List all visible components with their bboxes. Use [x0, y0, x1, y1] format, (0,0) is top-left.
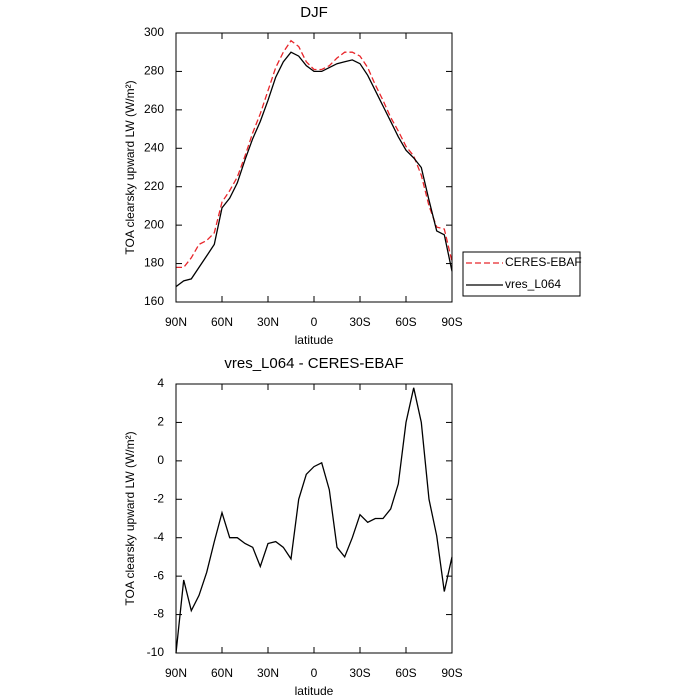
x-tick-label: 60S — [395, 666, 416, 680]
chart-title: vres_L064 - CERES-EBAF — [224, 355, 403, 372]
y-tick-label: 260 — [144, 102, 164, 116]
plot-frame — [175, 383, 453, 654]
data-line — [175, 51, 453, 288]
y-tick-label: 240 — [144, 140, 164, 154]
x-tick-label: 90S — [441, 666, 462, 680]
y-tick-label: 200 — [144, 217, 164, 231]
y-tick-label: -8 — [153, 607, 164, 621]
x-axis-label: latitude — [295, 333, 334, 347]
x-tick-label: 60S — [395, 315, 416, 329]
x-tick-label: 90S — [441, 315, 462, 329]
y-tick-label: -6 — [153, 568, 164, 582]
y-tick-label: -4 — [153, 530, 164, 544]
y-tick-label: 280 — [144, 64, 164, 78]
legend-label: vres_L064 — [505, 277, 561, 291]
x-axis-label: latitude — [295, 684, 334, 698]
y-tick-label: 220 — [144, 179, 164, 193]
x-tick-label: 90N — [165, 666, 187, 680]
legend-label: CERES-EBAF — [505, 255, 582, 269]
legend-box — [462, 251, 581, 297]
y-tick-label: -10 — [147, 645, 165, 659]
y-axis-label: TOA clearsky upward LW (W/m²) — [123, 431, 137, 605]
x-tick-label: 30N — [257, 666, 279, 680]
x-tick-label: 30S — [349, 666, 370, 680]
y-tick-label: -2 — [153, 491, 164, 505]
plot-frame — [175, 32, 453, 303]
x-tick-label: 30N — [257, 315, 279, 329]
chart-title: DJF — [300, 4, 328, 21]
y-axis-label: TOA clearsky upward LW (W/m²) — [123, 80, 137, 254]
y-tick-label: 300 — [144, 25, 164, 39]
y-tick-label: 4 — [157, 376, 164, 390]
x-tick-label: 0 — [311, 315, 318, 329]
y-tick-label: 0 — [157, 453, 164, 467]
y-tick-label: 2 — [157, 415, 164, 429]
x-tick-label: 60N — [211, 315, 233, 329]
x-tick-label: 0 — [311, 666, 318, 680]
data-line — [176, 39, 453, 269]
x-tick-label: 60N — [211, 666, 233, 680]
data-line — [175, 387, 453, 654]
y-tick-label: 160 — [144, 294, 164, 308]
x-tick-label: 30S — [349, 315, 370, 329]
y-tick-label: 180 — [144, 256, 164, 270]
x-tick-label: 90N — [165, 315, 187, 329]
